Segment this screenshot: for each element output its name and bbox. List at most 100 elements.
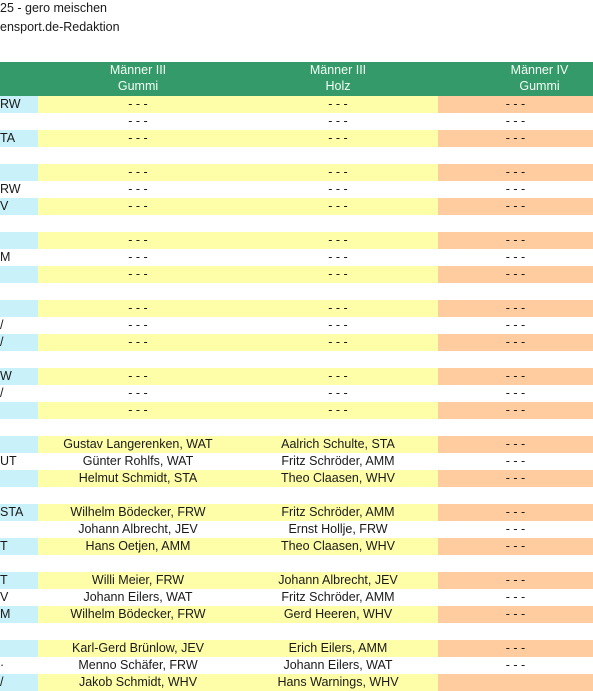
table-row: - - -- - -- - -	[0, 113, 593, 130]
column-header-maenner-iv-gummi: Männer IV Gummi	[510, 63, 569, 93]
row-maenner-iii-holz-cell: Fritz Schröder, AMM	[238, 504, 438, 521]
table-row: V Johann Eilers, WAT Fritz Schröder, AMM - …	[0, 589, 593, 606]
table-spacer-row	[0, 147, 593, 164]
row-maenner-iii-gummi-cell: Wilhelm Bödecker, FRW	[38, 606, 238, 623]
row-maenner-iii-gummi-cell: - - -	[128, 182, 148, 196]
row-maenner-iv-gummi-cell: - - -	[438, 130, 593, 147]
row-maenner-iii-gummi-cell: Menno Schäfer, FRW	[78, 658, 198, 672]
row-maenner-iv-gummi-cell: - - -	[438, 96, 593, 113]
row-maenner-iii-gummi-cell: - - -	[38, 334, 238, 351]
row-maenner-iii-gummi-cell: - - -	[38, 232, 238, 249]
row-maenner-iv-gummi-cell: - - -	[505, 114, 526, 128]
row-club-cell: V	[0, 198, 38, 215]
table-row: / - - -- - -- - -	[0, 334, 593, 351]
table-spacer-row	[0, 351, 593, 368]
row-maenner-iii-gummi-cell: - - -	[38, 164, 238, 181]
row-maenner-iv-gummi-cell: - - -	[505, 318, 526, 332]
row-maenner-iii-holz-cell: - - -	[328, 318, 348, 332]
row-maenner-iv-gummi-cell: - - -	[438, 538, 593, 555]
row-maenner-iii-holz-cell: Erich Eilers, AMM	[238, 640, 438, 657]
row-maenner-iv-gummi-cell: - - -	[505, 658, 526, 672]
row-maenner-iii-holz-cell: - - -	[238, 334, 438, 351]
row-maenner-iii-holz-cell: - - -	[238, 266, 438, 283]
row-club-cell: T	[0, 572, 38, 589]
table-row: - - -- - -- - -	[0, 232, 593, 249]
row-maenner-iv-gummi-cell: - - -	[505, 386, 526, 400]
row-maenner-iv-gummi-cell: - - -	[438, 232, 593, 249]
row-club-cell	[0, 164, 38, 181]
row-maenner-iii-gummi-cell: Karl-Gerd Brünlow, JEV	[38, 640, 238, 657]
row-maenner-iv-gummi-cell	[438, 674, 593, 691]
row-maenner-iii-holz-cell: Theo Claasen, WHV	[238, 470, 438, 487]
row-maenner-iv-gummi-cell: - - -	[505, 590, 526, 604]
row-club-cell	[0, 300, 38, 317]
row-maenner-iii-holz-cell: - - -	[238, 368, 438, 385]
row-club-cell	[0, 640, 38, 657]
row-maenner-iv-gummi-cell: - - -	[438, 334, 593, 351]
table-row: / - - -- - -- - -	[0, 317, 593, 334]
row-club-cell: RW	[0, 96, 38, 113]
row-club-cell: STA	[0, 504, 38, 521]
table-row: - - -- - -- - -	[0, 164, 593, 181]
row-maenner-iii-holz-cell: - - -	[238, 402, 438, 419]
row-maenner-iii-holz-cell: - - -	[328, 114, 348, 128]
row-club-cell: M	[0, 606, 38, 623]
row-maenner-iii-holz-cell: - - -	[238, 164, 438, 181]
row-maenner-iv-gummi-cell: - - -	[438, 198, 593, 215]
row-maenner-iii-gummi-cell: - - -	[38, 300, 238, 317]
column-header-maenner-iii-gummi: Männer III Gummi	[109, 63, 167, 93]
table-row: - - -- - -- - -	[0, 266, 593, 283]
table-row: T Hans Oetjen, AMM Theo Claasen, WHV - - -	[0, 538, 593, 555]
row-maenner-iii-gummi-cell: Johann Eilers, WAT	[83, 590, 193, 604]
row-maenner-iv-gummi-cell: - - -	[505, 182, 526, 196]
table-spacer-row	[0, 487, 593, 504]
row-maenner-iii-gummi-cell: Hans Oetjen, AMM	[38, 538, 238, 555]
row-maenner-iii-gummi-cell: Willi Meier, FRW	[38, 572, 238, 589]
row-club-cell: /	[0, 674, 38, 691]
row-maenner-iv-gummi-cell: - - -	[438, 164, 593, 181]
row-maenner-iii-holz-cell: Johann Eilers, WAT	[283, 658, 393, 672]
table-row: Helmut Schmidt, STA Theo Claasen, WHV - - …	[0, 470, 593, 487]
row-maenner-iii-gummi-cell: - - -	[128, 114, 148, 128]
row-maenner-iii-holz-cell: Gerd Heeren, WHV	[238, 606, 438, 623]
table-row: / Jakob Schmidt, WHV Hans Warnings, WHV	[0, 674, 593, 691]
row-maenner-iii-holz-cell: - - -	[238, 130, 438, 147]
row-maenner-iii-gummi-cell: Gustav Langerenken, WAT	[38, 436, 238, 453]
row-club-cell: T	[0, 538, 38, 555]
row-maenner-iii-gummi-cell: - - -	[38, 130, 238, 147]
row-club-cell: /	[0, 334, 38, 351]
table-spacer-row	[0, 419, 593, 436]
row-maenner-iv-gummi-cell: - - -	[438, 300, 593, 317]
table-row: M Wilhelm Bödecker, FRW Gerd Heeren, WHV - …	[0, 606, 593, 623]
row-club-cell	[0, 266, 38, 283]
column-header-bar: Männer III Gummi Männer III Holz Männer IV…	[0, 62, 593, 96]
row-maenner-iv-gummi-cell: - - -	[438, 266, 593, 283]
row-club-cell	[0, 521, 38, 538]
table-row: Gustav Langerenken, WAT Aalrich Schulte, …	[0, 436, 593, 453]
row-maenner-iii-holz-cell: Ernst Hollje, FRW	[288, 522, 388, 536]
row-maenner-iii-gummi-cell: Günter Rohlfs, WAT	[82, 454, 194, 468]
row-club-cell: UT	[0, 454, 17, 468]
row-maenner-iv-gummi-cell: - - -	[438, 606, 593, 623]
row-club-cell: /	[0, 386, 4, 400]
row-maenner-iii-gummi-cell: - - -	[128, 250, 148, 264]
header-title: 25 - gero meischen	[0, 1, 108, 15]
table-row: V- - -- - -- - -	[0, 198, 593, 215]
row-maenner-iii-holz-cell: - - -	[328, 386, 348, 400]
row-club-cell: ·	[0, 658, 5, 672]
row-maenner-iv-gummi-cell: - - -	[505, 522, 526, 536]
header-subtitle: ensport.de-Redaktion	[0, 20, 120, 34]
row-maenner-iii-holz-cell: - - -	[238, 198, 438, 215]
row-maenner-iii-gummi-cell: - - -	[38, 368, 238, 385]
row-maenner-iv-gummi-cell: - - -	[505, 250, 526, 264]
table-spacer-row	[0, 555, 593, 572]
row-maenner-iii-gummi-cell: - - -	[128, 386, 148, 400]
row-maenner-iii-holz-cell: - - -	[238, 232, 438, 249]
row-club-cell: /	[0, 318, 4, 332]
row-maenner-iii-holz-cell: Hans Warnings, WHV	[238, 674, 438, 691]
table-row: - - -- - -- - -	[0, 402, 593, 419]
table-spacer-row	[0, 215, 593, 232]
row-maenner-iii-gummi-cell: - - -	[38, 198, 238, 215]
row-maenner-iv-gummi-cell: - - -	[438, 436, 593, 453]
row-maenner-iii-holz-cell: - - -	[238, 96, 438, 113]
